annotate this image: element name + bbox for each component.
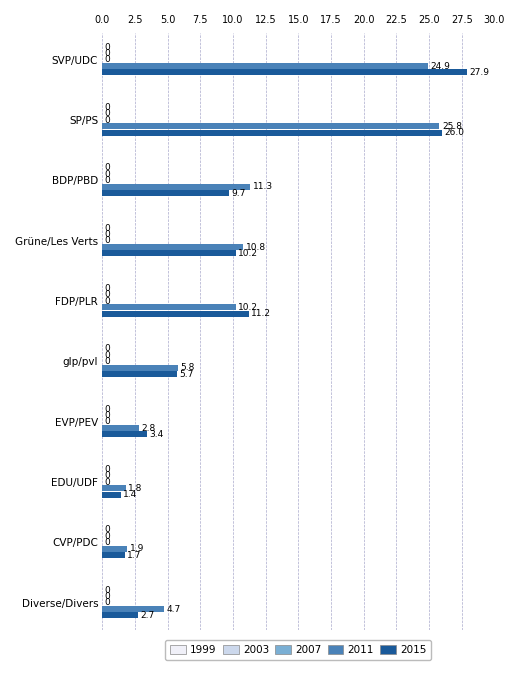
Text: 0: 0 — [104, 237, 110, 245]
Text: 11.2: 11.2 — [251, 309, 271, 318]
Bar — [102, 123, 439, 130]
Text: 0: 0 — [104, 531, 110, 540]
Bar — [102, 425, 139, 431]
Text: 0: 0 — [104, 116, 110, 125]
Bar — [102, 546, 127, 552]
Text: 5.8: 5.8 — [180, 363, 195, 372]
Text: 0: 0 — [104, 405, 110, 414]
Text: 1.8: 1.8 — [128, 484, 143, 493]
Bar — [102, 606, 164, 612]
Bar — [102, 251, 236, 256]
Text: 0: 0 — [104, 223, 110, 232]
Bar — [102, 304, 236, 310]
Bar — [102, 485, 126, 491]
Text: 0: 0 — [104, 598, 110, 607]
Text: 0: 0 — [104, 417, 110, 426]
Text: 5.7: 5.7 — [179, 370, 194, 379]
Text: 0: 0 — [104, 592, 110, 601]
Text: 11.3: 11.3 — [253, 182, 272, 191]
Text: 10.2: 10.2 — [238, 303, 258, 312]
Bar — [102, 69, 467, 76]
Bar — [102, 371, 177, 377]
Text: 0: 0 — [104, 55, 110, 64]
Bar — [102, 612, 138, 618]
Text: 0: 0 — [104, 344, 110, 354]
Bar — [102, 184, 250, 190]
Text: 10.8: 10.8 — [246, 243, 266, 251]
Text: 1.7: 1.7 — [127, 551, 141, 559]
Text: 9.7: 9.7 — [231, 188, 246, 197]
Text: 0: 0 — [104, 586, 110, 594]
Text: 24.9: 24.9 — [430, 62, 450, 71]
Text: 0: 0 — [104, 477, 110, 486]
Bar — [102, 431, 147, 438]
Text: 10.2: 10.2 — [238, 249, 258, 258]
Text: 0: 0 — [104, 471, 110, 480]
Text: 1.9: 1.9 — [129, 544, 144, 553]
Text: 0: 0 — [104, 411, 110, 420]
Text: 0: 0 — [104, 103, 110, 112]
Text: 4.7: 4.7 — [166, 605, 180, 614]
Bar — [102, 190, 229, 196]
Text: 0: 0 — [104, 525, 110, 534]
Text: 0: 0 — [104, 538, 110, 547]
Text: 0: 0 — [104, 163, 110, 172]
Text: 0: 0 — [104, 284, 110, 293]
Text: 0: 0 — [104, 351, 110, 360]
Bar — [102, 365, 178, 371]
Text: 27.9: 27.9 — [470, 68, 489, 77]
Text: 0: 0 — [104, 357, 110, 366]
Bar — [102, 311, 249, 317]
Text: 2.7: 2.7 — [140, 611, 154, 620]
Text: 0: 0 — [104, 49, 110, 58]
Bar — [102, 244, 243, 250]
Text: 1.4: 1.4 — [123, 490, 137, 499]
Text: 2.8: 2.8 — [141, 424, 156, 433]
Bar — [102, 552, 124, 558]
Text: 0: 0 — [104, 465, 110, 474]
Text: 0: 0 — [104, 297, 110, 306]
Bar — [102, 130, 442, 136]
Text: 0: 0 — [104, 43, 110, 52]
Legend: 1999, 2003, 2007, 2011, 2015: 1999, 2003, 2007, 2011, 2015 — [165, 640, 432, 661]
Text: 25.8: 25.8 — [442, 122, 462, 131]
Text: 3.4: 3.4 — [149, 430, 164, 439]
Text: 0: 0 — [104, 290, 110, 300]
Text: 0: 0 — [104, 109, 110, 118]
Text: 0: 0 — [104, 176, 110, 185]
Bar — [102, 63, 427, 69]
Text: 26.0: 26.0 — [445, 128, 465, 137]
Text: 0: 0 — [104, 230, 110, 239]
Bar — [102, 491, 121, 498]
Text: 0: 0 — [104, 169, 110, 178]
